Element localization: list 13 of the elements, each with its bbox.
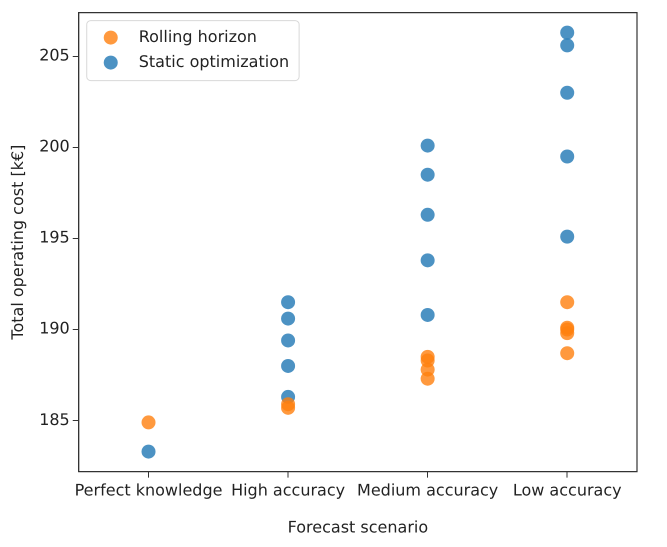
y-axis-title: Total operating cost [k€] xyxy=(8,144,27,341)
x-axis-title: Forecast scenario xyxy=(288,518,428,537)
x-tick-label: Medium accuracy xyxy=(357,480,498,500)
y-tick-label: 190 xyxy=(39,318,70,338)
y-tick-label: 200 xyxy=(39,136,70,156)
x-tick-label: Perfect knowledge xyxy=(74,480,222,500)
legend-label: Static optimization xyxy=(138,52,290,71)
y-tick-label: 205 xyxy=(39,45,70,64)
legend-label: Rolling horizon xyxy=(138,26,257,46)
x-tick-label: High accuracy xyxy=(231,480,346,500)
x-tick-label: Low accuracy xyxy=(512,480,622,500)
y-tick-label: 185 xyxy=(39,410,70,429)
y-tick-label: 195 xyxy=(39,228,70,247)
